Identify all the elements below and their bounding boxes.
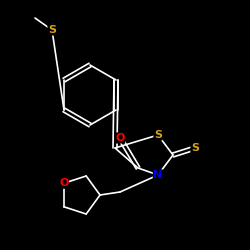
- Text: N: N: [154, 170, 162, 180]
- Text: S: S: [48, 25, 56, 35]
- Text: O: O: [115, 133, 125, 143]
- Text: O: O: [59, 178, 69, 188]
- Text: S: S: [191, 143, 199, 153]
- Text: S: S: [154, 130, 162, 140]
